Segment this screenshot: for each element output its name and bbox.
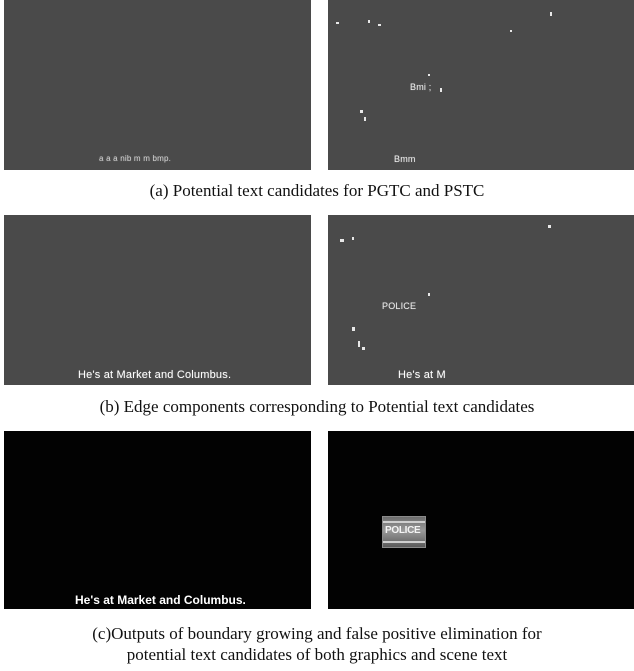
panel-b-left: He's at Market and Columbus. [4,215,311,385]
panel-b-left-text: He's at Market and Columbus. [78,369,232,381]
caption-c-line-1: (c)Outputs of boundary growing and false… [92,624,542,643]
police-sign-text: POLICE [385,525,421,536]
panel-a-left: a a a nib m m bmp. [4,0,311,170]
panel-b-right: POLICE He's at M [328,215,634,385]
caption-b: (b) Edge components corresponding to Pot… [99,397,535,416]
caption-a: (a) Potential text candidates for PGTC a… [149,181,485,200]
panel-c-left: He's at Market and Columbus. [4,431,311,609]
panel-b-right-text: He's at M [398,369,446,381]
panel-c-right: POLICE [328,431,634,609]
panel-c-left-subtitle: He's at Market and Columbus. [75,593,246,607]
panel-b-right-sign: POLICE [382,301,417,311]
panel-a-left-fragments: a a a nib m m bmp. [99,154,172,163]
panel-a-right: Bmi ; Bmm [328,0,634,170]
panel-a-right-fragment-1: Bmi ; [410,82,432,92]
caption-c-line-2: potential text candidates of both graphi… [126,645,508,664]
panel-a-right-fragment-2: Bmm [394,154,416,164]
police-sign: POLICE [382,516,426,548]
